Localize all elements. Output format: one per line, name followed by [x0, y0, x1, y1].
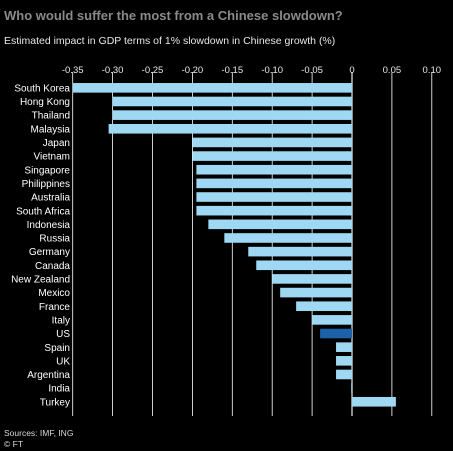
- bar-turkey: [352, 396, 396, 407]
- bar-thailand: [112, 110, 352, 120]
- x-tick-label: 0: [349, 65, 354, 76]
- chart-subtitle: Estimated impact in GDP terms of 1% slow…: [4, 35, 336, 47]
- bar-philippines: [196, 178, 352, 189]
- bar-new-zealand: [272, 274, 352, 284]
- x-tick-label: 0.10: [423, 65, 442, 76]
- bar-spain: [336, 342, 352, 352]
- category-label: India: [48, 384, 70, 395]
- x-tick-label: -0.15: [221, 65, 243, 76]
- category-label: Argentina: [27, 370, 70, 381]
- sources-note: Sources: IMF, ING: [4, 428, 74, 438]
- bar-indonesia: [208, 219, 352, 230]
- x-tick-label: -0.20: [182, 65, 204, 76]
- x-tick-label: -0.10: [261, 65, 283, 76]
- category-label: Thailand: [32, 111, 70, 122]
- category-label: Russia: [39, 234, 70, 245]
- bar-germany: [248, 246, 352, 257]
- bar-vietnam: [192, 151, 352, 161]
- bar-mexico: [280, 287, 352, 298]
- bar-italy: [312, 315, 352, 325]
- category-label: Vietnam: [33, 152, 70, 163]
- category-label: Japan: [43, 138, 70, 149]
- bar-south-africa: [196, 205, 352, 216]
- category-label: South Africa: [16, 206, 70, 217]
- bar-france: [296, 301, 352, 312]
- category-label: Germany: [29, 247, 70, 258]
- category-label: Canada: [35, 261, 70, 272]
- chart-title: Who would suffer the most from a Chinese…: [4, 8, 343, 23]
- x-tick-label: 0.05: [383, 65, 402, 76]
- category-label: South Korea: [14, 83, 70, 94]
- category-label: Australia: [31, 193, 70, 204]
- bar-india: [351, 383, 352, 393]
- x-tick-label: -0.35: [62, 65, 84, 76]
- x-tick-label: -0.30: [102, 65, 124, 76]
- x-tick-label: -0.05: [301, 65, 323, 76]
- category-label: US: [56, 329, 70, 340]
- x-tick-label: -0.25: [142, 65, 164, 76]
- bar-singapore: [196, 164, 352, 175]
- bar-us: [320, 328, 352, 339]
- category-label: France: [39, 302, 71, 313]
- bar-australia: [196, 192, 352, 202]
- bar-japan: [192, 137, 352, 148]
- category-label: Malaysia: [31, 124, 71, 135]
- bar-argentina: [336, 369, 352, 380]
- bar-russia: [224, 233, 352, 243]
- category-label: Indonesia: [27, 220, 71, 231]
- category-label: Philippines: [22, 179, 70, 190]
- category-label: Mexico: [38, 288, 70, 299]
- category-label: Spain: [44, 343, 70, 354]
- bar-malaysia: [108, 123, 352, 134]
- category-label: New Zealand: [11, 275, 70, 286]
- category-label: Italy: [52, 315, 70, 326]
- category-label: UK: [56, 356, 70, 367]
- category-label: Singapore: [24, 165, 70, 176]
- bar-hong-kong: [112, 96, 352, 107]
- bar-uk: [336, 356, 352, 366]
- category-label: Turkey: [40, 397, 70, 408]
- bar-canada: [256, 260, 352, 271]
- bar-south-korea: [72, 83, 352, 93]
- ft-credit: © FT: [4, 439, 24, 449]
- category-label: Hong Kong: [20, 97, 70, 108]
